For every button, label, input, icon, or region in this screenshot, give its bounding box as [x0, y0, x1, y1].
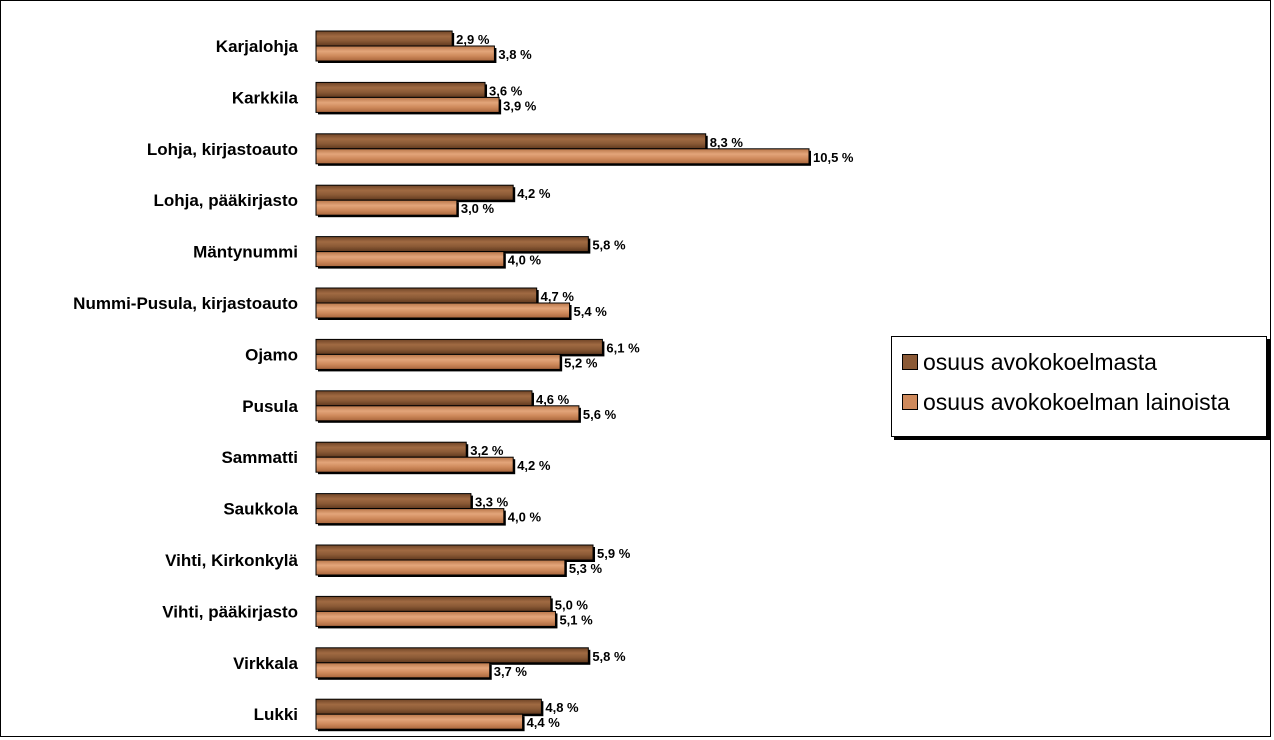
value-label: 4,8 %: [545, 700, 579, 715]
value-label: 5,0 %: [555, 597, 589, 612]
value-label: 5,4 %: [574, 304, 608, 319]
legend-item-series-2: osuus avokokoelman lainoista: [902, 387, 1230, 417]
value-label: 5,1 %: [559, 612, 593, 627]
value-label: 5,8 %: [592, 238, 626, 253]
bar-avokokoelma: [315, 30, 453, 47]
value-label: 5,3 %: [569, 561, 603, 576]
category-label: Ojamo: [245, 345, 298, 364]
bar-lainat: [315, 456, 514, 473]
legend-label-series-1: osuus avokokoelmasta: [923, 348, 1157, 375]
bar-lainat: [315, 610, 556, 627]
bar-lainat: [315, 96, 500, 113]
value-label: 3,6 %: [489, 83, 523, 98]
value-label: 6,1 %: [606, 340, 640, 355]
category-label: Nummi-Pusula, kirjastoauto: [73, 294, 298, 313]
bar-avokokoelma: [315, 338, 603, 355]
value-label: 4,0 %: [508, 253, 542, 268]
value-label: 5,2 %: [564, 355, 598, 370]
category-label: Sammatti: [221, 448, 298, 467]
bar-lainat: [315, 199, 458, 216]
value-label: 10,5 %: [813, 150, 854, 165]
value-label: 4,2 %: [517, 186, 551, 201]
bar-lainat: [315, 353, 561, 370]
bar-avokokoelma: [315, 184, 514, 201]
category-label: Vihti, Kirkonkylä: [165, 551, 298, 570]
bar-avokokoelma: [315, 493, 472, 510]
bar-avokokoelma: [315, 698, 542, 715]
value-label: 3,7 %: [494, 664, 528, 679]
bar-avokokoelma: [315, 647, 589, 664]
legend-label-series-2: osuus avokokoelman lainoista: [923, 388, 1230, 415]
legend-swatch-series-1: [902, 354, 918, 370]
bar-avokokoelma: [315, 236, 589, 253]
bar-lainat: [315, 45, 495, 62]
value-label: 5,9 %: [597, 546, 631, 561]
value-label: 3,2 %: [470, 443, 504, 458]
value-label: 3,3 %: [475, 495, 509, 510]
bar-lainat: [315, 302, 571, 319]
legend-item-series-1: osuus avokokoelmasta: [902, 347, 1157, 377]
value-label: 5,8 %: [592, 649, 626, 664]
value-label: 3,9 %: [503, 98, 537, 113]
bar-lainat: [315, 713, 524, 730]
bar-avokokoelma: [315, 595, 552, 612]
bar-avokokoelma: [315, 544, 594, 561]
value-label: 4,2 %: [517, 458, 551, 473]
value-label: 3,8 %: [498, 47, 532, 62]
bar-avokokoelma: [315, 441, 467, 458]
value-label: 2,9 %: [456, 32, 490, 47]
category-label: Lohja, pääkirjasto: [153, 191, 298, 210]
bar-lainat: [315, 251, 505, 268]
category-label: Pusula: [242, 397, 298, 416]
bar-lainat: [315, 662, 491, 679]
value-label: 3,0 %: [461, 201, 495, 216]
value-label: 8,3 %: [710, 135, 744, 150]
category-label: Karjalohja: [216, 37, 299, 56]
bar-avokokoelma: [315, 81, 486, 98]
category-label: Karkkila: [232, 88, 299, 107]
bar-lainat: [315, 405, 580, 422]
category-label: Mäntynummi: [193, 243, 298, 262]
value-label: 4,6 %: [536, 392, 570, 407]
bar-lainat: [315, 508, 505, 525]
bar-lainat: [315, 559, 566, 576]
legend-swatch-series-2: [902, 394, 918, 410]
value-label: 4,4 %: [527, 715, 561, 730]
category-label: Vihti, pääkirjasto: [162, 602, 298, 621]
value-label: 4,7 %: [541, 289, 575, 304]
value-label: 5,6 %: [583, 407, 617, 422]
category-label: Lohja, kirjastoauto: [147, 140, 298, 159]
value-label: 4,0 %: [508, 510, 542, 525]
bar-avokokoelma: [315, 133, 707, 150]
category-label: Saukkola: [223, 500, 298, 519]
category-label: Virkkala: [233, 654, 298, 673]
bar-avokokoelma: [315, 287, 538, 304]
bar-avokokoelma: [315, 390, 533, 407]
bar-lainat: [315, 148, 810, 165]
chart-legend: osuus avokokoelmasta osuus avokokoelman …: [891, 336, 1267, 437]
category-label: Lukki: [254, 705, 298, 724]
